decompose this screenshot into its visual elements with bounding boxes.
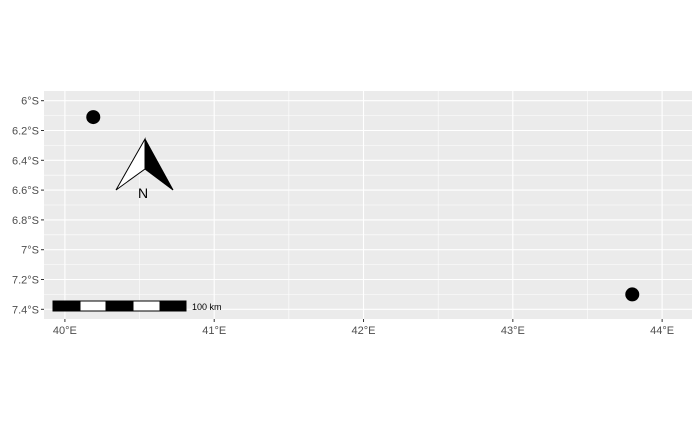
north-arrow-label: N [138, 185, 148, 201]
scale-bar-label: 100 km [192, 302, 222, 312]
y-axis: 6°S 6.2°S 6.4°S 6.6°S 6.8°S 7°S 7.2°S 7.4°S [12, 96, 44, 316]
x-axis: 40°E 41°E 42°E 43°E 44°E [53, 319, 674, 337]
x-tick-label: 42°E [352, 325, 376, 337]
y-tick-label: 6.4°S [12, 155, 39, 167]
scale-bar-segment-4 [132, 300, 161, 312]
y-tick-label: 6.6°S [12, 185, 39, 197]
y-tick-label: 7°S [21, 245, 39, 257]
data-point [86, 110, 101, 125]
scale-bar-segment-5 [159, 300, 187, 312]
x-tick-label: 41°E [202, 325, 226, 337]
y-tick-label: 6.2°S [12, 125, 39, 137]
y-tick-label: 7.2°S [12, 275, 39, 287]
x-tick-label: 40°E [53, 325, 77, 337]
scale-bar-segment-3 [105, 300, 134, 312]
x-tick-label: 43°E [501, 325, 525, 337]
scale-bar-segment-2 [79, 300, 107, 312]
y-tick-label: 7.4°S [12, 304, 39, 316]
grid-minor [44, 91, 692, 319]
scale-bar-segment-1 [52, 300, 81, 312]
scale-bar: 100 km [52, 300, 222, 312]
data-points [86, 110, 640, 302]
x-tick-label: 44°E [650, 325, 674, 337]
y-tick-label: 6.8°S [12, 215, 39, 227]
north-arrow-right-half [144, 138, 174, 191]
data-point [625, 287, 640, 302]
north-arrow: N [115, 137, 174, 201]
y-tick-label: 6°S [21, 96, 39, 108]
